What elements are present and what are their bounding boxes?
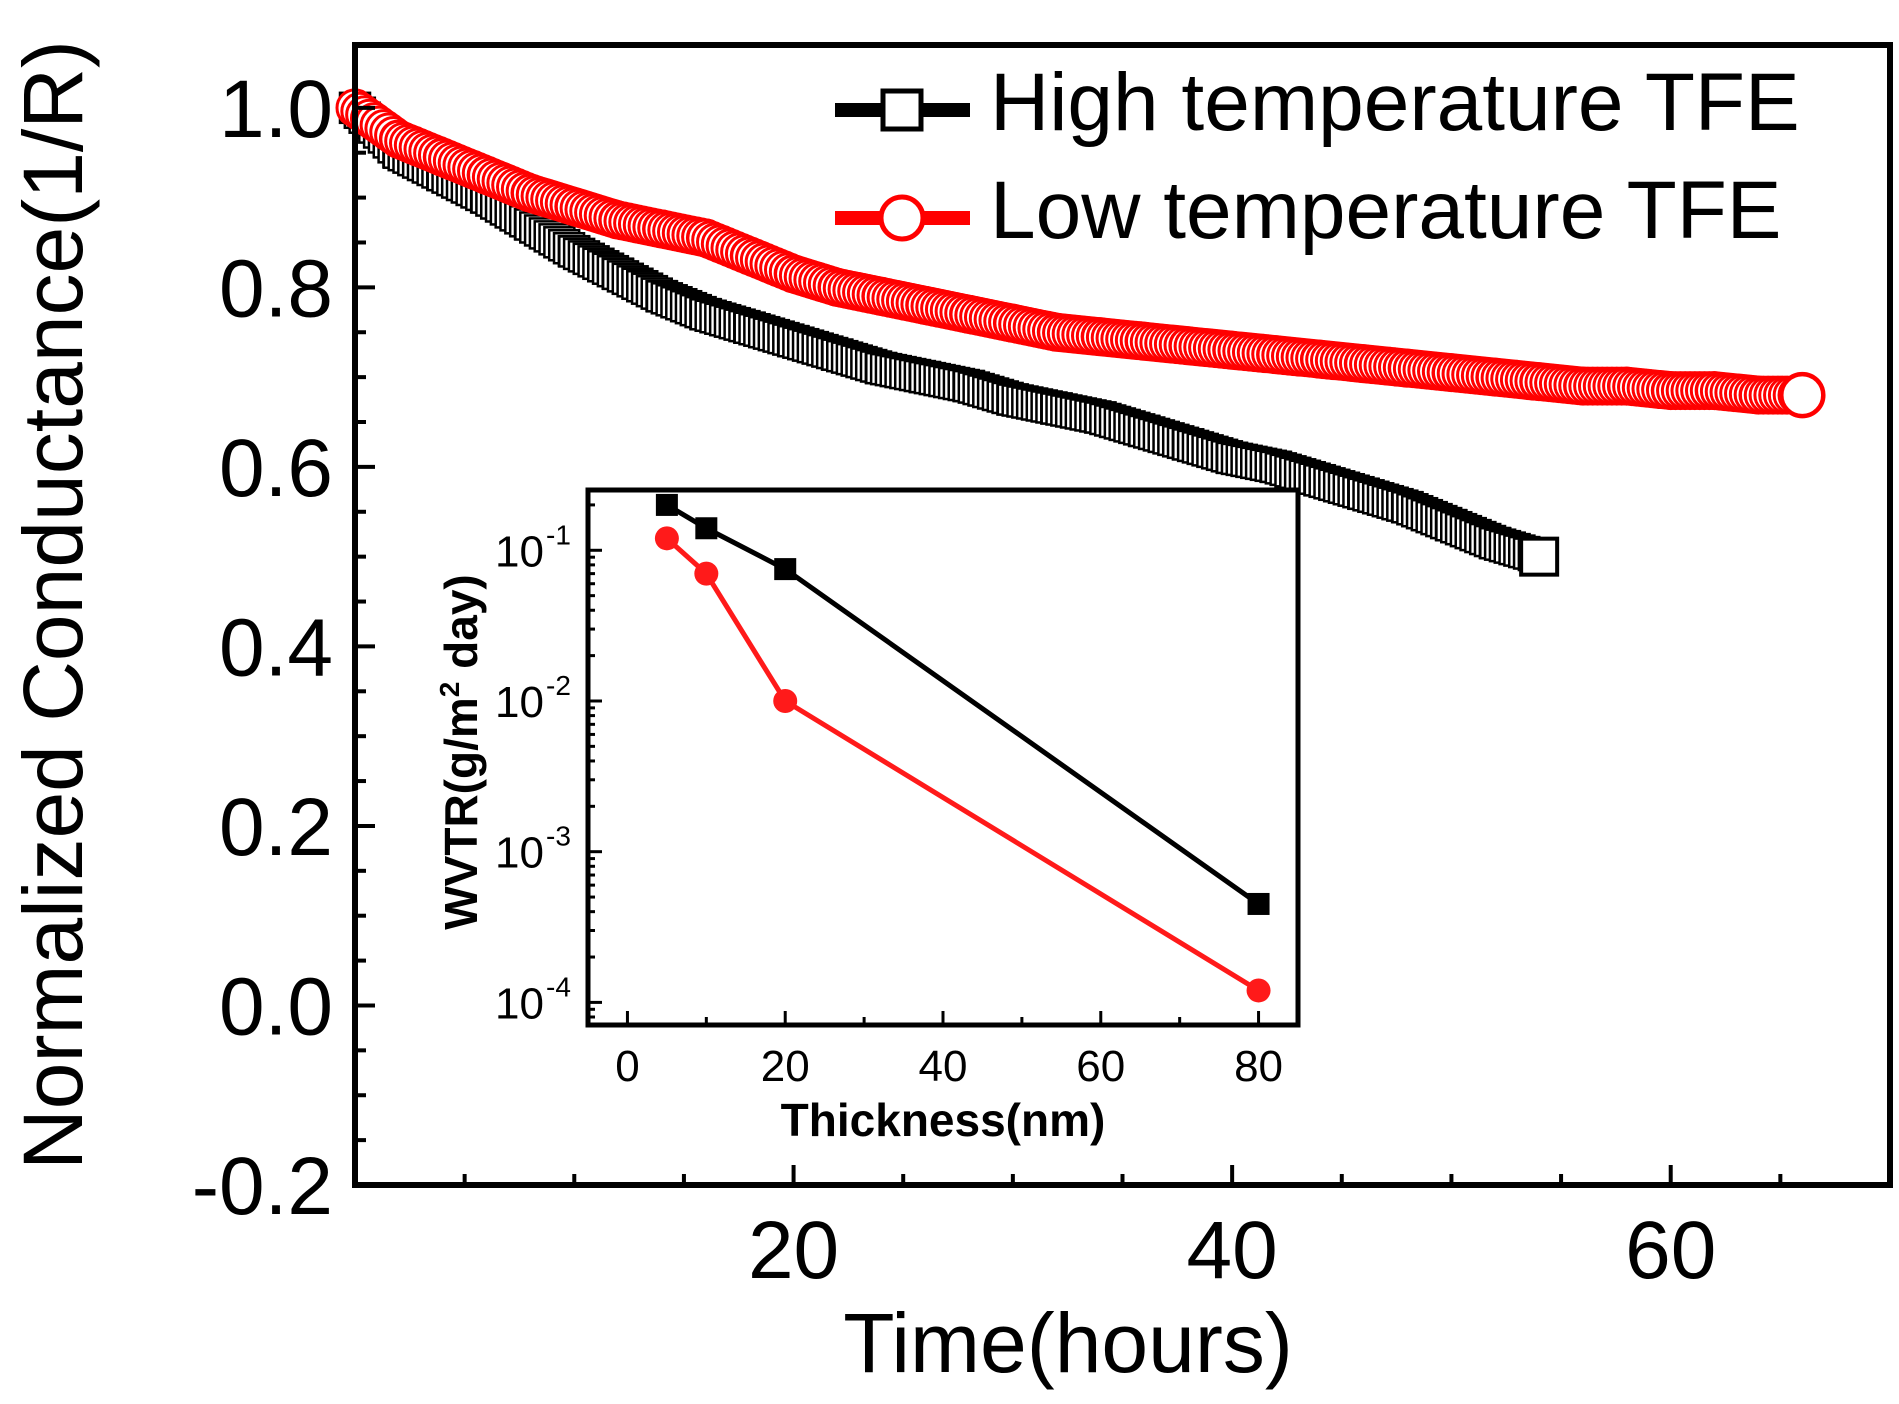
- main-x-tick-label: 20: [748, 1205, 839, 1296]
- main-x-tick-label: 60: [1625, 1205, 1716, 1296]
- inset-x-axis: 0 20 40 60 80: [615, 1011, 1283, 1091]
- inset-low-temp-point: [773, 688, 798, 713]
- inset-y-label-main: WVTR(g/m: [435, 697, 487, 930]
- inset-plot-background: [588, 490, 1298, 1025]
- inset-high-temp-point: [655, 493, 678, 516]
- inset-high-temp-point: [695, 517, 718, 540]
- inset-series-low-temperature: [654, 526, 1271, 1003]
- inset-x-tick-label: 0: [615, 1042, 639, 1091]
- main-x-tick-label: 40: [1187, 1205, 1278, 1296]
- main-x-axis: 20 40 60: [462, 1165, 1892, 1296]
- inset-y-label-superscript: 2: [434, 682, 465, 698]
- inset-x-tick-label: 80: [1234, 1042, 1283, 1091]
- legend-label-high: High temperature TFE: [990, 57, 1800, 148]
- main-y-axis-label: Normalized Conductance(1/R): [6, 40, 100, 1170]
- high-temp-marker: [1519, 536, 1560, 577]
- main-y-tick-label: 0.6: [219, 423, 333, 514]
- inset-y-tick-exponent: -3: [546, 821, 571, 852]
- inset-low-temp-point: [694, 561, 719, 586]
- inset-y-tick-label: 10: [495, 678, 544, 727]
- inset-y-axis-label: WVTR(g/m2 day): [434, 574, 487, 929]
- main-x-axis-label: Time(hours): [843, 1296, 1293, 1390]
- legend-marker-high: [880, 88, 924, 132]
- inset-y-tick-exponent: -2: [546, 670, 571, 701]
- main-y-tick-label: 0.2: [219, 782, 333, 873]
- inset-y-tick-label: 10: [495, 527, 544, 576]
- main-y-tick-label: 1.0: [219, 64, 333, 155]
- inset-y-tick-label: 10: [495, 979, 544, 1028]
- inset-x-tick-label: 60: [1076, 1042, 1125, 1091]
- inset-plot: 0 20 40 60 80 10-110-210-310-4 Thickness(nm)…: [434, 487, 1301, 1146]
- inset-y-axis: 10-110-210-310-4: [495, 503, 602, 1028]
- main-y-tick-label: 0.4: [219, 602, 333, 693]
- inset-series-line: [665, 536, 1260, 993]
- main-y-axis: 1.0 0.8 0.6 0.4 0.2 0.0 -0.2: [192, 64, 375, 1232]
- inset-series-high-temperature: [655, 493, 1270, 915]
- inset-x-axis-label: Thickness(nm): [781, 1094, 1106, 1146]
- inset-low-temp-point: [1246, 978, 1271, 1003]
- main-y-tick-label: 0.8: [219, 243, 333, 334]
- legend-item-high: High temperature TFE: [835, 57, 1800, 148]
- low-temp-marker: [1779, 371, 1826, 419]
- inset-y-tick-label: 10: [495, 829, 544, 878]
- series-low-temperature: [335, 88, 1826, 419]
- inset-high-temp-point: [774, 558, 797, 581]
- inset-low-temp-point: [654, 526, 679, 551]
- legend: High temperature TFE Low temperature TFE: [835, 57, 1800, 256]
- inset-y-label-end: day): [435, 574, 487, 681]
- main-y-tick-label: -0.2: [192, 1141, 333, 1232]
- legend-marker-low: [878, 194, 926, 242]
- main-y-tick-label: 0.0: [219, 961, 333, 1052]
- legend-label-low: Low temperature TFE: [990, 165, 1782, 256]
- inset-x-tick-label: 40: [919, 1042, 968, 1091]
- inset-high-temp-point: [1247, 892, 1270, 915]
- legend-item-low: Low temperature TFE: [835, 165, 1782, 256]
- inset-y-tick-exponent: -1: [546, 519, 571, 550]
- inset-y-tick-exponent: -4: [546, 971, 571, 1002]
- inset-series-line: [665, 502, 1260, 906]
- inset-x-tick-label: 20: [761, 1042, 810, 1091]
- main-plot: 20 40 60 1.00.80.60.40.20.0-0.2 Time(hours…: [6, 40, 1893, 1390]
